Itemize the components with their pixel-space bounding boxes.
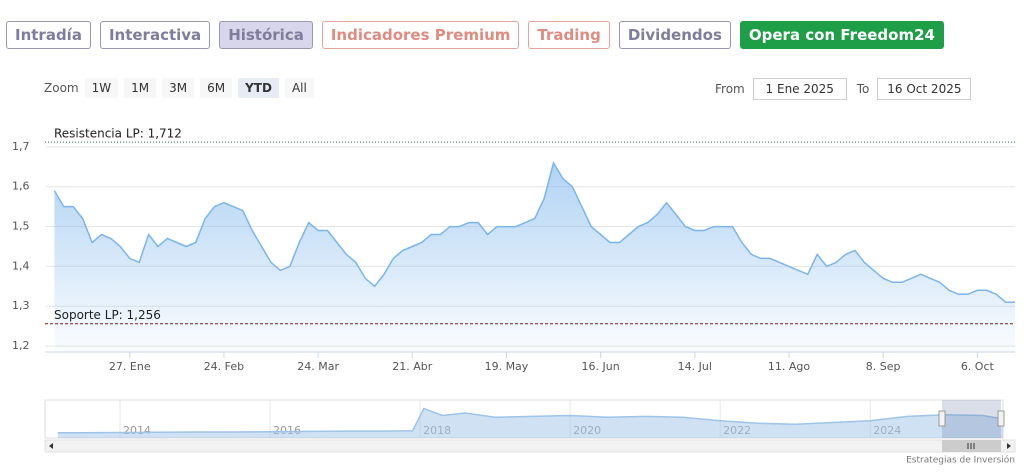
scrollbar-right[interactable] [1007, 443, 1011, 449]
y-tick-label: 1,3 [12, 299, 30, 312]
zoom-button[interactable]: 1W [84, 78, 119, 98]
x-tick-label: 16. Jun [582, 360, 620, 373]
zoom-button[interactable]: 6M [200, 78, 233, 98]
from-label: From [715, 82, 745, 96]
scrollbar-left[interactable] [49, 443, 53, 449]
line [53, 160, 1015, 303]
x-tick-label: 27. Ene [109, 360, 151, 373]
x-tick-label: 19. May [485, 360, 529, 373]
from-input[interactable]: 1 Ene 2025 [752, 78, 847, 100]
x-tick-label: 11. Ago [768, 360, 810, 373]
x-tick-label: 6. Oct [961, 360, 995, 373]
plot-line-label: Resistencia LP: 1,712 [54, 127, 182, 141]
y-tick-label: 1,7 [12, 140, 30, 153]
tab[interactable]: Opera con Freedom24 [739, 21, 944, 49]
tab[interactable]: Indicadores Premium [321, 21, 520, 49]
y-tick-label: 1,2 [12, 339, 30, 352]
tab[interactable]: Dividendos [618, 21, 731, 49]
x-tick-label: 14. Jul [678, 360, 712, 373]
y-tick-label: 1,6 [12, 180, 30, 193]
zoom-button[interactable]: 3M [162, 78, 195, 98]
x-tick-label: 21. Abr [392, 360, 432, 373]
tab[interactable]: Histórica [219, 21, 313, 49]
x-tick-label: 24. Feb [204, 360, 244, 373]
scrollbar-track [44, 439, 1016, 453]
zoom-bar: Zoom 1W 1M 3M 6M YTD All [44, 78, 320, 98]
navigator-handle[interactable] [938, 410, 946, 427]
tab[interactable]: Intradía [6, 21, 91, 49]
credit: Estrategias de Inversión [906, 455, 1015, 466]
to-input[interactable]: 16 Oct 2025 [877, 78, 972, 100]
range-selector: From 1 Ene 2025 To 16 Oct 2025 [715, 78, 981, 100]
zoom-button[interactable]: 1M [124, 78, 157, 98]
to-label: To [856, 82, 870, 96]
area-fill [54, 162, 1015, 352]
navigator-handle[interactable] [997, 410, 1005, 427]
y-tick-label: 1,4 [12, 259, 30, 272]
area-fill [57, 408, 1004, 438]
plot-line-label: Soporte LP: 1,256 [54, 308, 161, 322]
y-tick-label: 1,5 [12, 220, 30, 233]
tab[interactable]: Trading [528, 21, 610, 49]
line [57, 407, 1004, 434]
tab-bar: Intradía Interactiva Histórica Indicador… [6, 21, 944, 49]
tab[interactable]: Interactiva [99, 21, 211, 49]
navigator-selection [942, 400, 1001, 438]
x-tick-label: 24. Mar [297, 360, 339, 373]
zoom-label: Zoom [44, 81, 79, 95]
zoom-button[interactable]: All [284, 78, 314, 98]
x-tick-label: 8. Sep [866, 360, 901, 373]
zoom-button[interactable]: YTD [238, 78, 279, 98]
